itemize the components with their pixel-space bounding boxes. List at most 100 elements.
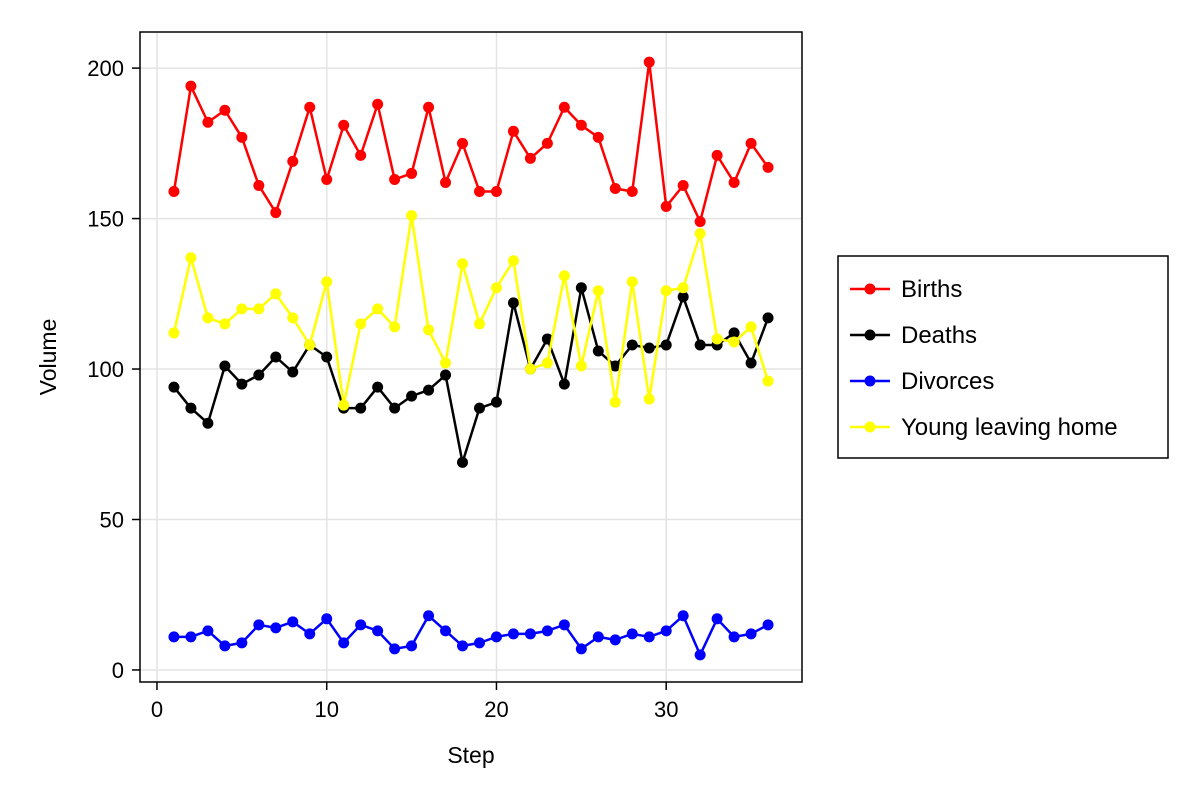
data-point-births: [490, 185, 502, 197]
data-point-births: [168, 185, 180, 197]
data-point-deaths: [185, 402, 197, 414]
data-point-deaths: [507, 297, 519, 309]
y-tick-label: 100: [87, 357, 124, 382]
data-point-young-leaving-home: [287, 312, 299, 324]
data-point-births: [694, 216, 706, 228]
data-point-deaths: [389, 402, 401, 414]
data-point-births: [575, 119, 587, 131]
axis-ticks: 0 10 20 30 0 50 100 150 200: [87, 56, 678, 722]
data-point-deaths: [321, 351, 333, 363]
data-point-divorces: [524, 628, 536, 640]
data-point-young-leaving-home: [541, 357, 553, 369]
data-point-births: [287, 155, 299, 167]
data-point-births: [270, 207, 282, 219]
data-point-young-leaving-home: [457, 258, 469, 270]
data-point-births: [762, 161, 774, 173]
data-point-deaths: [626, 339, 638, 351]
legend-marker-deaths: [864, 329, 876, 341]
y-tick-label: 50: [100, 508, 124, 533]
series-young-leaving-home: [168, 210, 774, 411]
legend-label-births: Births: [901, 276, 962, 303]
y-tick-label: 0: [112, 658, 124, 683]
series-divorces: [168, 610, 774, 661]
x-tick-label: 10: [314, 697, 338, 722]
data-point-divorces: [694, 649, 706, 661]
data-point-deaths: [490, 396, 502, 408]
data-point-divorces: [219, 640, 231, 652]
data-point-young-leaving-home: [236, 303, 248, 315]
data-point-divorces: [270, 622, 282, 634]
data-point-deaths: [372, 381, 384, 393]
data-point-deaths: [609, 360, 621, 372]
data-point-divorces: [507, 628, 519, 640]
data-point-young-leaving-home: [728, 336, 740, 348]
x-tick-label: 30: [654, 697, 678, 722]
data-point-deaths: [677, 291, 689, 303]
data-point-deaths: [745, 357, 757, 369]
legend-marker-births: [864, 283, 876, 295]
data-point-divorces: [389, 643, 401, 655]
data-point-births: [541, 137, 553, 149]
legend-item-divorces: Divorces: [850, 368, 994, 395]
data-point-deaths: [202, 417, 214, 429]
legend-label-divorces: Divorces: [901, 368, 994, 395]
y-axis-label: Volume: [35, 319, 61, 396]
data-point-births: [626, 185, 638, 197]
data-point-divorces: [338, 637, 350, 649]
data-point-divorces: [473, 637, 485, 649]
data-point-births: [321, 173, 333, 185]
data-point-deaths: [440, 369, 452, 381]
data-point-divorces: [592, 631, 604, 643]
data-point-young-leaving-home: [609, 396, 621, 408]
data-point-births: [304, 101, 316, 113]
data-point-young-leaving-home: [694, 228, 706, 240]
data-point-young-leaving-home: [440, 357, 452, 369]
data-point-young-leaving-home: [524, 363, 536, 375]
data-point-births: [389, 173, 401, 185]
data-point-deaths: [168, 381, 180, 393]
data-point-births: [745, 137, 757, 149]
plot-frame: [139, 31, 803, 683]
data-point-deaths: [236, 378, 248, 390]
data-point-deaths: [270, 351, 282, 363]
legend-marker-divorces: [864, 375, 876, 387]
data-point-deaths: [219, 360, 231, 372]
data-point-deaths: [762, 312, 774, 324]
data-point-births: [457, 137, 469, 149]
data-point-young-leaving-home: [321, 276, 333, 288]
data-point-divorces: [406, 640, 418, 652]
data-point-young-leaving-home: [507, 255, 519, 267]
data-point-births: [355, 149, 367, 161]
data-point-young-leaving-home: [406, 210, 418, 222]
data-point-divorces: [423, 610, 435, 622]
data-point-deaths: [423, 384, 435, 396]
data-point-young-leaving-home: [643, 393, 655, 405]
legend-marker-young-leaving-home: [864, 421, 876, 433]
legend-label-young-leaving-home: Young leaving home: [901, 414, 1118, 441]
data-point-births: [473, 185, 485, 197]
data-point-divorces: [457, 640, 469, 652]
data-point-divorces: [609, 634, 621, 646]
data-point-divorces: [168, 631, 180, 643]
data-point-births: [202, 116, 214, 128]
data-point-divorces: [643, 631, 655, 643]
y-tick-label: 200: [87, 56, 124, 81]
legend: Births Deaths Divorces Young leaving home: [837, 255, 1169, 459]
data-point-births: [219, 104, 231, 116]
data-point-young-leaving-home: [304, 339, 316, 351]
data-point-divorces: [677, 610, 689, 622]
data-point-young-leaving-home: [389, 321, 401, 333]
series-line-births: [172, 60, 770, 223]
data-point-divorces: [287, 616, 299, 628]
data-point-young-leaving-home: [355, 318, 367, 330]
legend-item-deaths: Deaths: [850, 322, 977, 349]
data-point-deaths: [473, 402, 485, 414]
data-point-divorces: [355, 619, 367, 631]
data-point-deaths: [406, 390, 418, 402]
data-point-deaths: [592, 345, 604, 357]
data-point-births: [660, 201, 672, 213]
data-point-deaths: [253, 369, 265, 381]
data-point-births: [558, 101, 570, 113]
data-point-deaths: [660, 339, 672, 351]
